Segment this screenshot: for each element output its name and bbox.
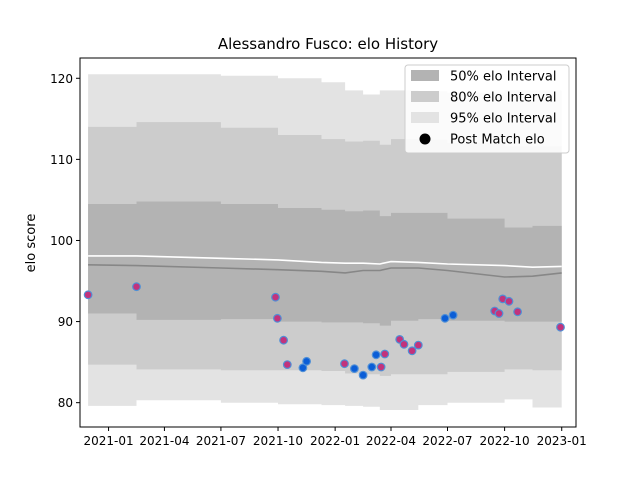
legend-swatch (411, 112, 439, 123)
data-point-5 (279, 335, 289, 345)
data-point-7 (298, 363, 308, 373)
data-point-11 (358, 370, 368, 380)
data-point-12 (367, 362, 377, 372)
x-tick-label: 2022-10 (480, 434, 530, 448)
x-tick-label: 2022-01 (310, 434, 360, 448)
y-tick-label: 120 (50, 72, 73, 86)
data-point-1 (83, 290, 93, 300)
y-tick-label: 90 (58, 315, 73, 329)
y-tick-label: 110 (50, 153, 73, 167)
data-point-17 (399, 339, 409, 349)
legend-box (404, 64, 570, 154)
axes-frame (79, 57, 577, 428)
legend-label: 95% elo Interval (450, 112, 557, 127)
median-line (88, 264, 562, 278)
x-tick-label: 2021-04 (139, 434, 189, 448)
data-point-21 (448, 310, 458, 320)
legend-label: 50% elo Interval (450, 70, 557, 85)
data-point-9 (340, 359, 349, 369)
data-point-6 (282, 360, 292, 370)
y-tick-label: 100 (50, 234, 73, 248)
x-tick-label: 2022-07 (422, 434, 472, 448)
data-point-2 (132, 282, 141, 292)
data-point-26 (513, 307, 522, 317)
data-point-14 (376, 362, 386, 372)
data-point-25 (504, 296, 514, 306)
chart-title: Alessandro Fusco: elo History (218, 35, 438, 53)
legend-swatch (411, 70, 439, 81)
data-point-3 (271, 292, 280, 302)
data-point-8 (302, 356, 312, 366)
legend-swatch (411, 91, 439, 102)
band-50 (88, 201, 562, 326)
legend-label: 80% elo Interval (450, 91, 557, 106)
data-point-20 (440, 313, 450, 323)
data-point-13 (371, 350, 381, 360)
x-tick-label: 2021-01 (84, 434, 134, 448)
data-point-27 (556, 322, 565, 332)
data-point-18 (407, 346, 417, 356)
data-point-10 (350, 364, 359, 374)
legend: 50% elo Interval 80% elo Interval 95% elo … (404, 64, 570, 154)
legend-marker (419, 133, 431, 145)
y-axis-label: elo score (24, 214, 39, 273)
x-tick-label: 2021-07 (196, 434, 246, 448)
data-point-23 (494, 309, 504, 318)
plot-clipped-group (83, 74, 565, 410)
mean-line (88, 255, 562, 269)
x-tick-label: 2023-01 (537, 434, 587, 448)
x-tick-label: 2022-04 (366, 434, 416, 448)
plot-area: 2021-01 2021-04 2021-07 2021-10 2022-01 2022-… (50, 57, 587, 448)
y-tick-label: 80 (58, 396, 73, 410)
data-point-15 (380, 349, 390, 359)
x-tick-label: 2021-10 (253, 434, 303, 448)
data-point-19 (413, 340, 423, 350)
legend-label: Post Match elo (450, 133, 545, 148)
data-point-4 (273, 313, 282, 323)
